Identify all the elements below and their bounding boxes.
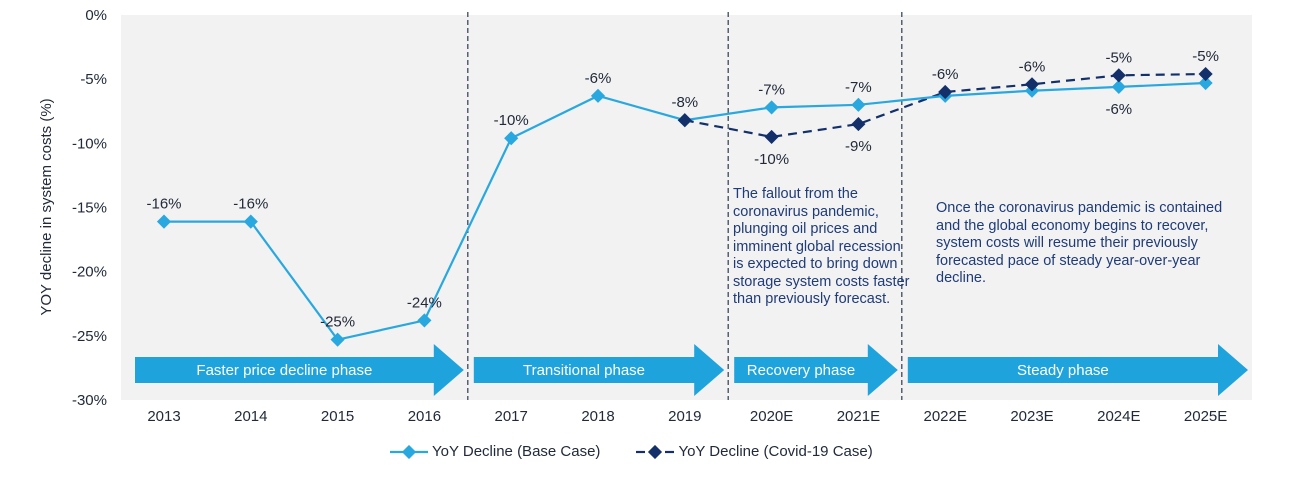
data-labels: -16% -16% -25% -24% -10% -6% -7% -7% -6% -8% -10% -…: [146, 48, 1218, 331]
marker-base: [330, 332, 345, 347]
x-tick-label: 2024E: [1097, 408, 1140, 425]
y-axis-label: YOY decline in system costs (%): [38, 98, 55, 315]
marker-covid: [1024, 77, 1040, 92]
marker-base: [1198, 75, 1213, 91]
x-tick-label: 2015: [321, 408, 354, 425]
phase-dividers: [467, 12, 903, 400]
data-label-covid: -6%: [932, 66, 959, 83]
data-label-covid: -5%: [1105, 49, 1132, 66]
data-label-base: -7%: [758, 81, 785, 98]
marker-base: [851, 97, 866, 112]
annotation-steady: Once the coronavirus pandemic is contain…: [936, 200, 1223, 286]
marker-base: [417, 313, 432, 328]
phase-label: Transitional phase: [523, 362, 645, 379]
x-tick-label: 2016: [408, 408, 441, 425]
legend-swatch-base-icon: [390, 444, 428, 459]
y-tick-label: -15%: [72, 200, 107, 217]
phase-arrow: [473, 344, 725, 396]
legend-item-covid: YoY Decline (Covid-19 Case): [636, 443, 873, 460]
data-label-base: -7%: [845, 79, 872, 96]
marker-covid: [677, 113, 692, 128]
phase-label: Faster price decline phase: [196, 362, 372, 379]
y-tick-label: -10%: [72, 135, 107, 152]
x-tick-label: 2014: [234, 408, 267, 425]
marker-covid: [851, 117, 866, 132]
x-tick-label: 2013: [147, 408, 180, 425]
marker-covid: [938, 84, 953, 100]
legend-label-covid: YoY Decline (Covid-19 Case): [678, 443, 873, 460]
phase-label: Steady phase: [1017, 362, 1109, 379]
phase-arrow: [135, 344, 464, 396]
x-axis: 2013 2014 2015 2016 2017 2018 2019 2020E 2021E 20…: [147, 408, 1227, 425]
marker-base: [156, 214, 172, 229]
marker-base: [764, 100, 779, 115]
marker-base: [504, 131, 519, 146]
data-label-covid: -10%: [754, 151, 789, 168]
x-tick-label: 2019: [668, 408, 701, 425]
marker-base: [590, 88, 606, 103]
marker-covid: [1111, 68, 1126, 83]
legend-swatch-covid-icon: [636, 444, 675, 459]
data-label-covid: -8%: [671, 94, 698, 111]
annotation-recovery: The fallout from the coronavirus pandemi…: [733, 186, 910, 307]
phase-arrows: Faster price decline phase Transitional p…: [135, 344, 1248, 396]
y-axis: 0% -5% -10% -15% -20% -25% -30%: [72, 7, 107, 409]
y-tick-label: -20%: [72, 264, 107, 281]
y-tick-label: -30%: [72, 392, 107, 409]
x-tick-label: 2017: [495, 408, 528, 425]
data-label-base: -16%: [146, 196, 181, 213]
data-label-base: -6%: [1105, 101, 1132, 118]
y-tick-label: -25%: [72, 328, 107, 345]
data-label-covid: -5%: [1192, 48, 1219, 65]
marker-covid: [764, 129, 779, 144]
legend-item-base: YoY Decline (Base Case): [390, 443, 600, 460]
data-label-covid: -6%: [1019, 58, 1046, 75]
x-tick-label: 2018: [581, 408, 614, 425]
x-tick-label: 2025E: [1184, 408, 1227, 425]
data-label-base: -10%: [494, 112, 529, 129]
y-tick-label: -5%: [80, 71, 107, 88]
series-group: [156, 66, 1213, 347]
plot-background: [121, 15, 1252, 400]
marker-covid: [1198, 66, 1213, 82]
phase-arrow: [734, 344, 898, 396]
phase-arrow: [907, 344, 1248, 396]
legend: YoY Decline (Base Case) YoY Decline (Cov…: [390, 443, 873, 460]
data-label-base: -6%: [585, 70, 612, 87]
data-label-covid: -9%: [845, 138, 872, 155]
data-label-base: -25%: [320, 314, 355, 331]
data-label-base: -16%: [233, 196, 268, 213]
marker-base: [1111, 79, 1126, 94]
phase-label: Recovery phase: [747, 362, 855, 379]
x-tick-label: 2022E: [924, 408, 967, 425]
legend-label-base: YoY Decline (Base Case): [432, 443, 601, 460]
x-tick-label: 2021E: [837, 408, 880, 425]
marker-base: [243, 214, 258, 229]
x-tick-label: 2020E: [750, 408, 793, 425]
x-tick-label: 2023E: [1010, 408, 1053, 425]
y-tick-label: 0%: [85, 7, 107, 24]
data-label-base: -24%: [407, 294, 442, 311]
